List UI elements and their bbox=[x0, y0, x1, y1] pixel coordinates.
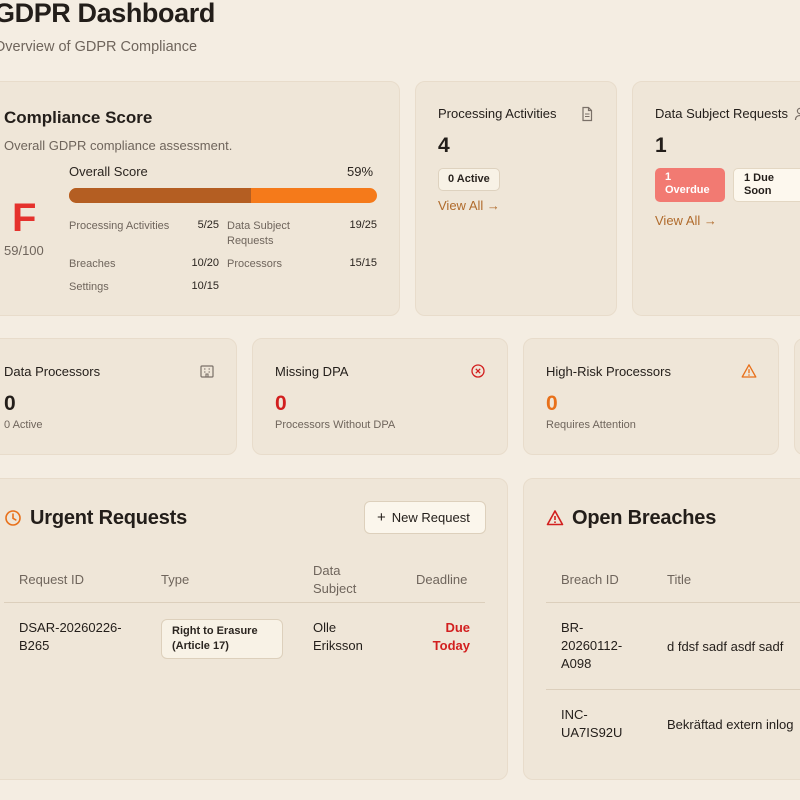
metric-label-processors: Processors bbox=[227, 258, 283, 270]
open-breaches-panel bbox=[523, 478, 800, 780]
document-icon bbox=[582, 106, 593, 122]
breach-id-cell[interactable]: BR-20260112-A098 bbox=[561, 620, 623, 671]
compliance-score-value: 59/100 bbox=[4, 243, 44, 258]
new-request-label: New Request bbox=[391, 510, 470, 525]
column-header-type: Type bbox=[161, 572, 190, 587]
missing-dpa-title: Missing DPA bbox=[275, 364, 349, 379]
clock-icon bbox=[5, 510, 21, 526]
breach-title-cell: Bekräftad extern inlog bbox=[667, 717, 794, 732]
metric-value-processors: 15/15 bbox=[349, 257, 377, 269]
column-header-deadline: Deadline bbox=[416, 572, 468, 587]
metric-label-settings: Settings bbox=[69, 281, 109, 293]
data-subject-requests-view-all-link[interactable]: View All → bbox=[655, 213, 717, 228]
compliance-score-title: Compliance Score bbox=[4, 108, 153, 127]
processing-activities-count: 4 bbox=[438, 134, 450, 157]
breach-row-divider bbox=[546, 689, 800, 690]
metric-value-breaches: 10/20 bbox=[191, 257, 219, 269]
compliance-grade: F bbox=[12, 196, 37, 240]
data-subject-requests-title: Data Subject Requests bbox=[655, 106, 788, 121]
column-header-data-subject: Data Subject bbox=[313, 563, 357, 596]
open-breaches-title: Open Breaches bbox=[572, 507, 717, 529]
due-soon-badge: 1 Due Soon bbox=[733, 168, 800, 202]
data-subject-cell: Olle Eriksson bbox=[313, 620, 363, 653]
request-id-cell[interactable]: DSAR-20260226-B265 bbox=[19, 620, 122, 653]
missing-dpa-sub: Processors Without DPA bbox=[275, 419, 396, 431]
x-circle-icon bbox=[471, 364, 485, 378]
metric-value-settings: 10/15 bbox=[191, 280, 219, 292]
building-icon bbox=[200, 365, 214, 378]
metric-value-processing-activities: 5/25 bbox=[197, 219, 219, 231]
metric-value-data-subject-requests: 19/25 bbox=[349, 219, 377, 231]
data-processors-card bbox=[0, 338, 237, 455]
data-processors-count: 0 bbox=[4, 392, 16, 415]
high-risk-processors-count: 0 bbox=[546, 392, 558, 415]
deadline-cell: Due Today bbox=[432, 620, 470, 653]
breach-table-header-divider bbox=[546, 602, 800, 603]
breach-title-cell: d fdsf sadf asdf sadf bbox=[667, 639, 784, 654]
request-type-badge: Right to Erasure (Article 17) bbox=[161, 619, 283, 659]
urgent-requests-title: Urgent Requests bbox=[30, 507, 188, 529]
missing-dpa-card bbox=[252, 338, 508, 455]
partial-card-edge bbox=[794, 338, 800, 455]
overall-score-bar-fill bbox=[69, 188, 251, 203]
processing-activities-view-all-link[interactable]: View All → bbox=[438, 198, 500, 213]
column-header-title: Title bbox=[667, 572, 692, 587]
page-title: GDPR Dashboard bbox=[0, 0, 215, 28]
metric-label-data-subject-requests: Data Subject Requests bbox=[227, 220, 290, 247]
overall-score-percent: 59% bbox=[347, 164, 374, 179]
users-icon bbox=[794, 107, 800, 121]
breach-id-cell[interactable]: INC-UA7IS92U bbox=[561, 707, 623, 740]
overall-score-bar bbox=[69, 188, 377, 203]
table-header-divider bbox=[4, 602, 485, 603]
page-subtitle: Overview of GDPR Compliance bbox=[0, 39, 198, 55]
data-subject-requests-count: 1 bbox=[655, 134, 667, 157]
processing-activities-title: Processing Activities bbox=[438, 106, 557, 121]
processing-activities-active-badge: 0 Active bbox=[438, 168, 500, 191]
plus-icon: + bbox=[377, 509, 386, 526]
high-risk-processors-card bbox=[523, 338, 779, 455]
data-processors-title: Data Processors bbox=[4, 364, 101, 379]
missing-dpa-count: 0 bbox=[275, 392, 287, 415]
high-risk-processors-title: High-Risk Processors bbox=[546, 364, 671, 379]
column-header-breach-id: Breach ID bbox=[561, 572, 619, 587]
alert-triangle-icon bbox=[546, 510, 564, 526]
metric-label-breaches: Breaches bbox=[69, 258, 116, 270]
warning-icon bbox=[741, 364, 757, 378]
compliance-score-description: Overall GDPR compliance assessment. bbox=[4, 138, 233, 153]
new-request-button[interactable]: + New Request bbox=[364, 501, 486, 534]
high-risk-processors-sub: Requires Attention bbox=[546, 419, 636, 431]
overall-score-label: Overall Score bbox=[69, 164, 148, 179]
data-processors-active: 0 Active bbox=[4, 419, 43, 431]
column-header-request-id: Request ID bbox=[19, 572, 85, 587]
overdue-badge: 1 Overdue bbox=[655, 168, 725, 202]
metric-label-processing-activities: Processing Activities bbox=[69, 220, 170, 232]
